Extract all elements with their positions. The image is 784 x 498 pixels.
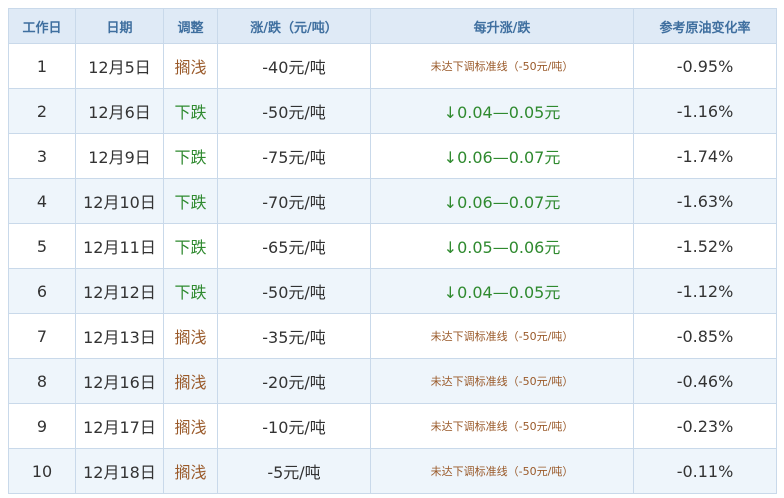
table-cell: 未达下调标准线（-50元/吨） (370, 43, 634, 89)
table-row: 1 12月5日 搁浅 -40元/吨 未达下调标准线（-50元/吨） -0.95% (8, 43, 777, 89)
table-cell: -65元/吨 (217, 223, 371, 269)
header-cell: 涨/跌（元/吨） (217, 8, 371, 44)
table-cell: -0.95% (633, 43, 777, 89)
table-row: 7 12月13日 搁浅 -35元/吨 未达下调标准线（-50元/吨） -0.85% (8, 313, 777, 359)
header-cell: 参考原油变化率 (633, 8, 777, 44)
table-cell: 未达下调标准线（-50元/吨） (370, 358, 634, 404)
table-cell: -40元/吨 (217, 43, 371, 89)
table-cell: 4 (8, 178, 76, 224)
table-cell: 下跌 (163, 223, 218, 269)
table-cell: 未达下调标准线（-50元/吨） (370, 403, 634, 449)
table-cell: 12月13日 (75, 313, 164, 359)
table-cell: 12月18日 (75, 448, 164, 494)
table-cell: -10元/吨 (217, 403, 371, 449)
table-cell: -50元/吨 (217, 88, 371, 134)
table-cell: 下跌 (163, 268, 218, 314)
table-cell: 未达下调标准线（-50元/吨） (370, 448, 634, 494)
table-cell: -1.74% (633, 133, 777, 179)
table-cell: 12月9日 (75, 133, 164, 179)
table-cell: -75元/吨 (217, 133, 371, 179)
table-cell: ↓0.04—0.05元 (370, 268, 634, 314)
table-cell: 8 (8, 358, 76, 404)
table-cell: 下跌 (163, 88, 218, 134)
table-cell: 下跌 (163, 133, 218, 179)
table-cell: ↓0.05—0.06元 (370, 223, 634, 269)
table-row: 8 12月16日 搁浅 -20元/吨 未达下调标准线（-50元/吨） -0.46% (8, 358, 777, 404)
table-cell: 12月17日 (75, 403, 164, 449)
header-cell: 调整 (163, 8, 218, 44)
table-cell: 未达下调标准线（-50元/吨） (370, 313, 634, 359)
table-cell: 3 (8, 133, 76, 179)
table-cell: -0.46% (633, 358, 777, 404)
table-cell: ↓0.04—0.05元 (370, 88, 634, 134)
table-cell: 搁浅 (163, 403, 218, 449)
table-cell: -70元/吨 (217, 178, 371, 224)
table-cell: 6 (8, 268, 76, 314)
table-cell: 12月11日 (75, 223, 164, 269)
table-cell: -35元/吨 (217, 313, 371, 359)
table-cell: 5 (8, 223, 76, 269)
table-cell: 10 (8, 448, 76, 494)
table-cell: -0.23% (633, 403, 777, 449)
table-cell: 12月5日 (75, 43, 164, 89)
oil-price-table: 工作日 日期 调整 涨/跌（元/吨） 每升涨/跌 参考原油变化率 1 12月5日 搁浅 -40元… (8, 8, 777, 494)
table-cell: -50元/吨 (217, 268, 371, 314)
table-cell: 12月6日 (75, 88, 164, 134)
table-cell: 12月16日 (75, 358, 164, 404)
table-cell: 12月12日 (75, 268, 164, 314)
table-cell: -0.11% (633, 448, 777, 494)
table-cell: 搁浅 (163, 313, 218, 359)
table-row: 2 12月6日 下跌 -50元/吨 ↓0.04—0.05元 -1.16% (8, 88, 777, 134)
table-row: 4 12月10日 下跌 -70元/吨 ↓0.06—0.07元 -1.63% (8, 178, 777, 224)
table-cell: -1.12% (633, 268, 777, 314)
table-row: 9 12月17日 搁浅 -10元/吨 未达下调标准线（-50元/吨） -0.23% (8, 403, 777, 449)
header-cell: 日期 (75, 8, 164, 44)
table-cell: 2 (8, 88, 76, 134)
table-cell: -20元/吨 (217, 358, 371, 404)
table-cell: 下跌 (163, 178, 218, 224)
table-row: 6 12月12日 下跌 -50元/吨 ↓0.04—0.05元 -1.12% (8, 268, 777, 314)
table-cell: -1.52% (633, 223, 777, 269)
table-cell: ↓0.06—0.07元 (370, 178, 634, 224)
table-cell: ↓0.06—0.07元 (370, 133, 634, 179)
table-cell: 7 (8, 313, 76, 359)
table-cell: 12月10日 (75, 178, 164, 224)
header-cell: 每升涨/跌 (370, 8, 634, 44)
table-cell: 搁浅 (163, 358, 218, 404)
header-cell: 工作日 (8, 8, 76, 44)
table-cell: -0.85% (633, 313, 777, 359)
table-row: 3 12月9日 下跌 -75元/吨 ↓0.06—0.07元 -1.74% (8, 133, 777, 179)
table-row: 5 12月11日 下跌 -65元/吨 ↓0.05—0.06元 -1.52% (8, 223, 777, 269)
table-cell: 9 (8, 403, 76, 449)
table-row: 10 12月18日 搁浅 -5元/吨 未达下调标准线（-50元/吨） -0.11% (8, 448, 777, 494)
table-body: 1 12月5日 搁浅 -40元/吨 未达下调标准线（-50元/吨） -0.95% 2 12月6… (8, 43, 777, 494)
table-cell: 搁浅 (163, 43, 218, 89)
table-cell: -1.63% (633, 178, 777, 224)
table-cell: -1.16% (633, 88, 777, 134)
table-cell: -5元/吨 (217, 448, 371, 494)
table-cell: 1 (8, 43, 76, 89)
header-row: 工作日 日期 调整 涨/跌（元/吨） 每升涨/跌 参考原油变化率 (8, 8, 777, 44)
table-cell: 搁浅 (163, 448, 218, 494)
